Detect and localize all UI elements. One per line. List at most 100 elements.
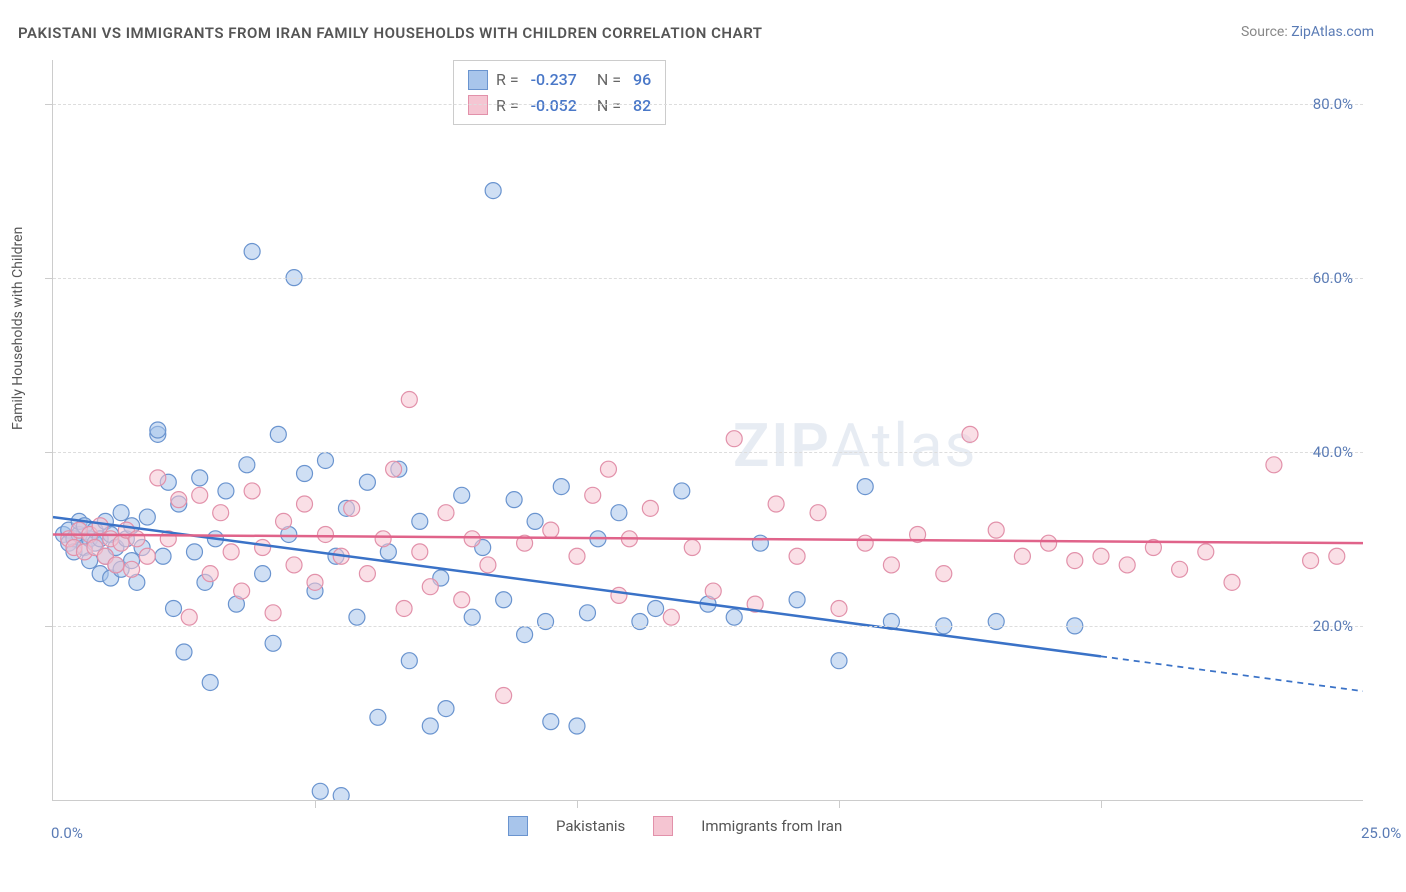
gridline [53,278,1363,279]
y-tick [45,104,53,105]
source-prefix: Source: [1241,24,1291,40]
data-point [139,509,155,525]
data-point [438,701,454,717]
data-point [684,540,700,556]
data-point [139,548,155,564]
data-point [359,474,375,490]
y-tick-label: 80.0% [1313,95,1353,113]
data-point [726,609,742,625]
data-point [857,535,873,551]
data-point [255,540,271,556]
data-point [412,513,428,529]
data-point [496,688,512,704]
y-tick [45,626,53,627]
data-point [181,609,197,625]
data-point [726,431,742,447]
data-point [831,653,847,669]
data-point [218,483,234,499]
data-point [370,709,386,725]
data-point [768,496,784,512]
legend-label-1: Pakistanis [556,817,625,835]
data-point [674,483,690,499]
y-axis-label: Family Households with Children [10,227,26,430]
data-point [506,492,522,508]
data-point [543,522,559,538]
data-point [611,587,627,603]
scatter-svg [53,60,1363,800]
data-point [585,487,601,503]
data-point [1172,561,1188,577]
data-point [1329,548,1345,564]
y-tick [45,278,53,279]
data-point [349,609,365,625]
data-point [810,505,826,521]
data-point [333,788,349,800]
data-point [789,548,805,564]
data-point [186,544,202,560]
data-point [176,644,192,660]
data-point [752,535,768,551]
legend-label-2: Immigrants from Iran [701,817,842,835]
x-tick-label: 0.0% [51,824,83,842]
data-point [202,674,218,690]
data-point [359,566,375,582]
data-point [962,426,978,442]
data-point [454,487,470,503]
data-point [286,557,302,573]
gridline [53,626,1363,627]
x-tick [839,800,840,808]
y-tick-label: 60.0% [1313,269,1353,287]
data-point [422,718,438,734]
data-point [223,544,239,560]
data-point [611,505,627,521]
data-point [1067,553,1083,569]
data-point [648,600,664,616]
y-tick [45,452,53,453]
data-point [464,609,480,625]
data-point [538,614,554,630]
data-point [412,544,428,560]
data-point [297,496,313,512]
trend-line-extrapolated [1101,656,1363,691]
x-tick [1101,800,1102,808]
chart-title: PAKISTANI VS IMMIGRANTS FROM IRAN FAMILY… [18,24,762,42]
data-point [988,614,1004,630]
data-point [234,583,250,599]
y-tick-label: 20.0% [1313,617,1353,635]
data-point [312,783,328,799]
data-point [517,627,533,643]
chart-container: PAKISTANI VS IMMIGRANTS FROM IRAN FAMILY… [0,0,1406,892]
x-tick-label: 25.0% [1361,824,1401,842]
data-point [92,518,108,534]
x-tick [315,800,316,808]
data-point [375,531,391,547]
data-point [579,605,595,621]
source-attribution: Source: ZipAtlas.com [1241,24,1374,40]
data-point [883,557,899,573]
data-point [569,548,585,564]
data-point [255,566,271,582]
data-point [1198,544,1214,560]
data-point [276,513,292,529]
plot-area: R = -0.237 N = 96 R = -0.052 N = 82 ZIPA… [52,60,1363,801]
data-point [705,583,721,599]
data-point [527,513,543,529]
data-point [438,505,454,521]
data-point [192,470,208,486]
data-point [265,605,281,621]
data-point [988,522,1004,538]
data-point [166,600,182,616]
data-point [569,718,585,734]
data-point [307,574,323,590]
data-point [831,600,847,616]
data-point [244,244,260,260]
data-point [108,557,124,573]
data-point [543,714,559,730]
data-point [454,592,470,608]
source-link[interactable]: ZipAtlas.com [1291,24,1374,40]
legend-swatch-2 [653,816,673,836]
data-point [789,592,805,608]
data-point [202,566,218,582]
data-point [239,457,255,473]
data-point [600,461,616,477]
